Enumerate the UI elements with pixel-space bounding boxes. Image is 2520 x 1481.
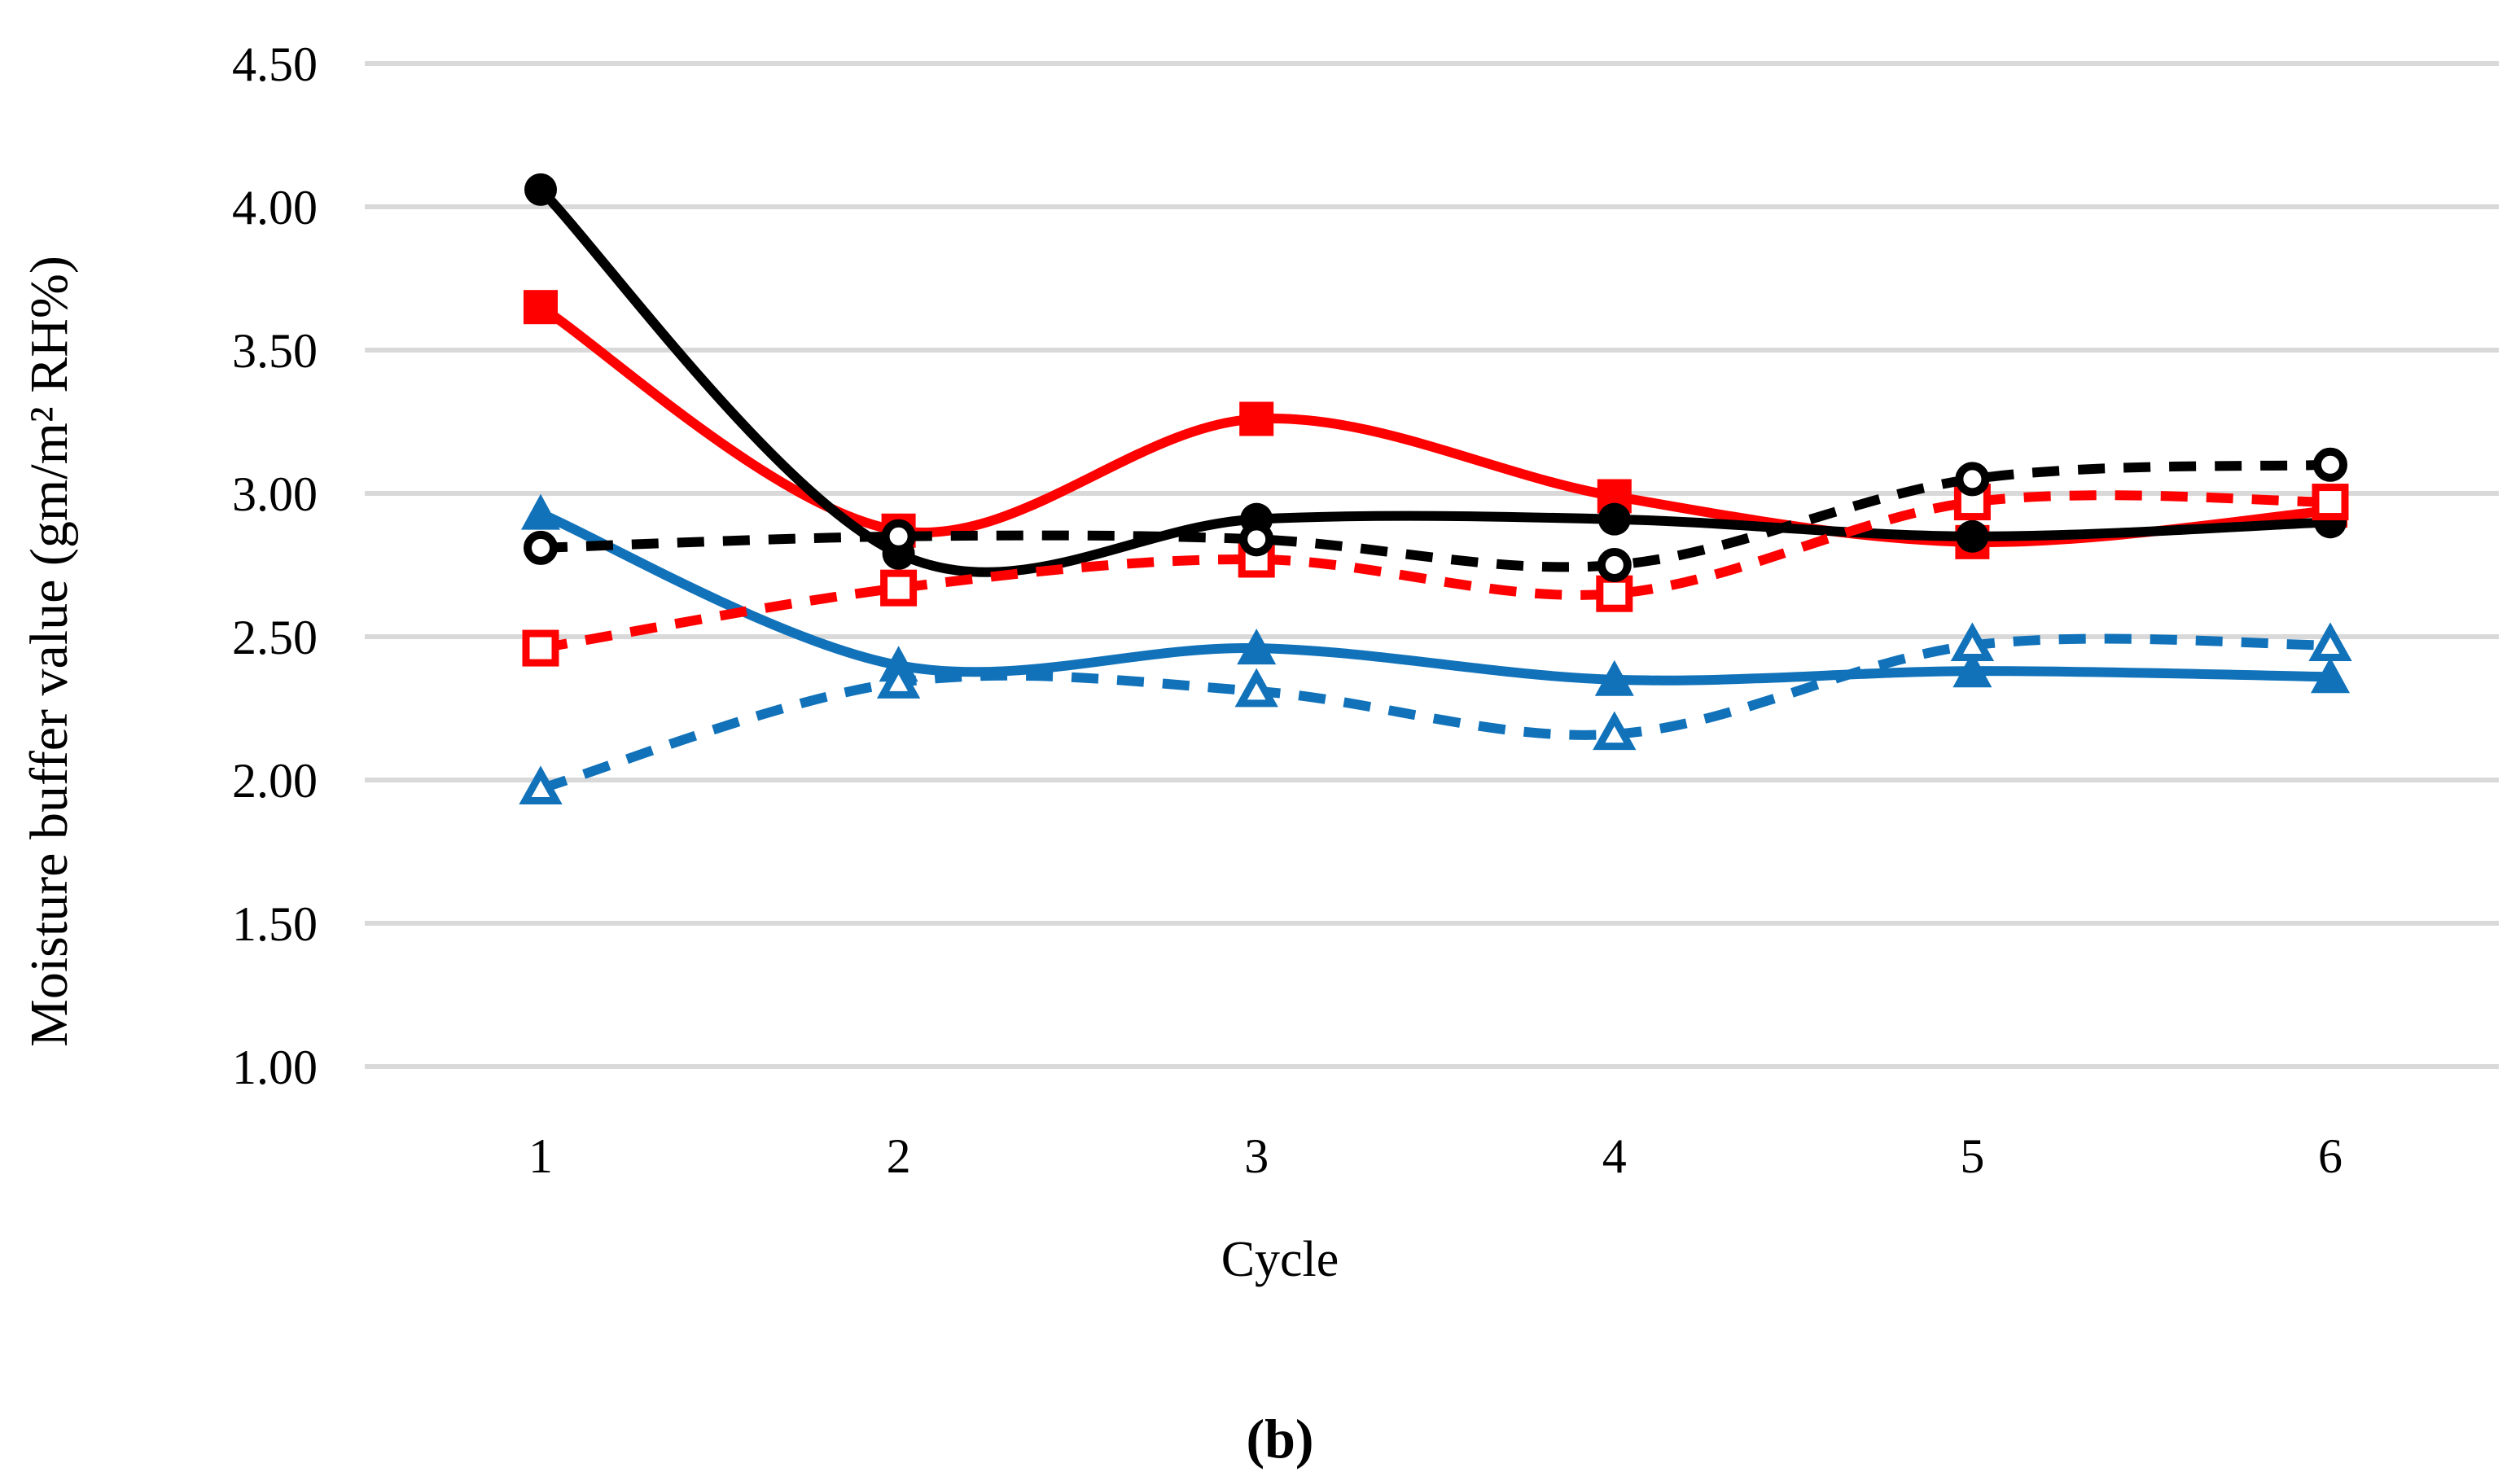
open-triangle-marker — [876, 659, 921, 699]
series-black-solid-filled-circle — [524, 173, 2347, 577]
x-tick-label: 6 — [2318, 1129, 2343, 1183]
y-axis-tick-labels: 4.50 4.00 3.50 3.00 2.50 2.00 1.50 1.00 — [232, 37, 318, 1094]
series-blue-dashed-open-triangle — [519, 622, 2352, 805]
y-axis-title: Moisture buffer value (gm/m² RH%) — [20, 256, 79, 1047]
y-tick-label: 4.50 — [232, 37, 318, 91]
open-square-marker — [1596, 575, 1633, 612]
y-tick-label: 3.00 — [232, 467, 318, 521]
x-axis-title: Cycle — [1221, 1232, 1339, 1287]
open-triangle-marker — [519, 765, 563, 805]
y-tick-label: 3.50 — [232, 324, 318, 378]
series-line-dashed — [540, 490, 2331, 653]
filled-triangle-marker — [2311, 657, 2350, 694]
filled-circle-marker — [1597, 502, 1631, 536]
y-tick-label: 2.00 — [232, 754, 318, 808]
y-tick-label: 1.00 — [232, 1041, 318, 1094]
x-tick-label: 2 — [887, 1129, 911, 1183]
open-triangle-marker — [1950, 622, 1995, 662]
y-tick-label: 1.50 — [232, 897, 318, 951]
x-tick-label: 3 — [1244, 1129, 1269, 1183]
filled-triangle-marker — [1952, 651, 1992, 688]
y-tick-label: 4.00 — [232, 181, 318, 234]
filled-square-marker — [1239, 401, 1274, 436]
open-circle-marker — [524, 530, 558, 565]
filled-circle-marker — [1956, 519, 1989, 553]
series-line-solid — [538, 509, 2331, 686]
series-line-dashed — [539, 633, 2331, 794]
open-circle-marker — [1597, 548, 1632, 582]
x-axis-tick-labels: 1 2 3 4 5 6 — [528, 1129, 2343, 1183]
open-circle-marker — [1955, 462, 1990, 497]
open-circle-marker — [881, 519, 916, 554]
filled-square-marker — [524, 290, 558, 325]
series-blue-solid-filled-triangle — [521, 493, 2350, 696]
series-line-solid — [537, 303, 2331, 547]
open-triangle-marker — [1234, 668, 1278, 708]
series-red-dashed-open-square — [522, 484, 2349, 667]
open-circle-marker — [1239, 522, 1274, 557]
open-circle-marker — [2313, 447, 2347, 482]
x-tick-label: 4 — [1602, 1129, 1627, 1183]
x-tick-label: 1 — [528, 1129, 553, 1183]
series-black-dashed-open-circle — [524, 447, 2347, 582]
series-line-dashed — [540, 459, 2331, 572]
open-square-marker — [522, 629, 559, 667]
open-square-marker — [880, 569, 918, 607]
filled-triangle-marker — [1594, 659, 1634, 696]
gridlines — [365, 61, 2499, 1069]
filled-triangle-marker — [1237, 629, 1277, 665]
open-triangle-marker — [1593, 711, 1637, 751]
x-tick-label: 5 — [1960, 1129, 1984, 1183]
series-line-solid — [537, 186, 2331, 577]
open-square-marker — [2312, 484, 2349, 521]
y-tick-label: 2.50 — [232, 611, 318, 664]
filled-triangle-marker — [521, 493, 560, 530]
open-triangle-marker — [2308, 622, 2352, 662]
caption-label: (b) — [1246, 1408, 1313, 1470]
filled-circle-marker — [524, 173, 557, 206]
